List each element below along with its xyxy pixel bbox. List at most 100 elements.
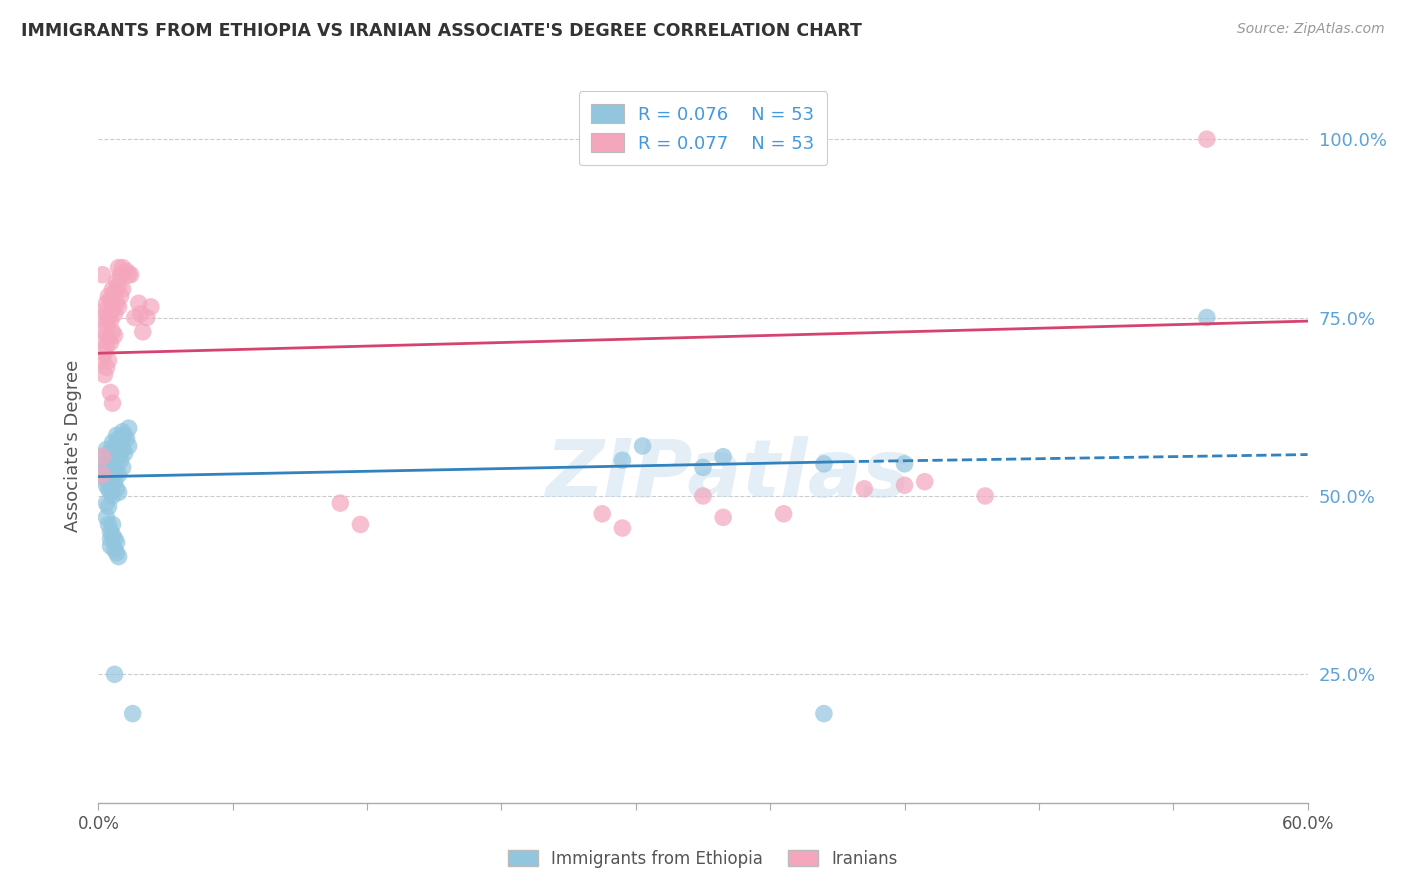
Point [110, 435, 132, 450]
Point [893, 478, 915, 492]
Point [97, 353, 120, 368]
Point [93, 368, 115, 382]
Point [591, 507, 613, 521]
Point [114, 428, 136, 442]
Point [91, 467, 114, 482]
Point [118, 421, 141, 435]
Point [135, 310, 157, 325]
Point [97, 332, 120, 346]
Point [129, 307, 152, 321]
Point [100, 539, 122, 553]
Text: ZIPatlas: ZIPatlas [544, 435, 910, 514]
Point [1195, 132, 1218, 146]
Point [101, 517, 124, 532]
Point [105, 464, 128, 478]
Point [93, 325, 115, 339]
Point [93, 457, 115, 471]
Point [121, 706, 143, 721]
Point [115, 264, 138, 278]
Point [110, 453, 132, 467]
Point [91, 332, 114, 346]
Point [105, 535, 128, 549]
Point [813, 457, 835, 471]
Point [974, 489, 997, 503]
Point [96, 460, 118, 475]
Point [110, 289, 132, 303]
Point [96, 339, 118, 353]
Point [853, 482, 876, 496]
Point [97, 500, 120, 514]
Point [1195, 310, 1218, 325]
Point [101, 453, 124, 467]
Point [100, 450, 122, 464]
Point [103, 439, 125, 453]
Point [107, 278, 129, 293]
Point [120, 268, 142, 282]
Point [103, 667, 125, 681]
Point [631, 439, 654, 453]
Point [100, 485, 122, 500]
Point [91, 450, 114, 464]
Point [103, 285, 125, 300]
Point [93, 464, 115, 478]
Point [110, 268, 132, 282]
Point [97, 446, 120, 460]
Point [101, 528, 124, 542]
Text: IMMIGRANTS FROM ETHIOPIA VS IRANIAN ASSOCIATE'S DEGREE CORRELATION CHART: IMMIGRANTS FROM ETHIOPIA VS IRANIAN ASSO… [21, 22, 862, 40]
Point [100, 314, 122, 328]
Point [914, 475, 936, 489]
Point [103, 532, 125, 546]
Point [107, 432, 129, 446]
Point [105, 546, 128, 560]
Point [93, 303, 115, 318]
Point [813, 706, 835, 721]
Point [91, 310, 114, 325]
Point [105, 275, 128, 289]
Point [107, 300, 129, 314]
Point [329, 496, 352, 510]
Point [349, 517, 371, 532]
Point [100, 532, 122, 546]
Point [612, 453, 634, 467]
Point [612, 521, 634, 535]
Point [711, 450, 734, 464]
Point [103, 307, 125, 321]
Point [692, 489, 714, 503]
Point [103, 542, 125, 557]
Point [692, 460, 714, 475]
Point [101, 396, 124, 410]
Point [103, 475, 125, 489]
Point [111, 425, 134, 439]
Point [101, 435, 124, 450]
Y-axis label: Associate's Degree: Associate's Degree [63, 359, 82, 533]
Legend: R = 0.076    N = 53, R = 0.077    N = 53: R = 0.076 N = 53, R = 0.077 N = 53 [579, 91, 827, 165]
Point [105, 446, 128, 460]
Point [101, 489, 124, 503]
Point [118, 439, 141, 453]
Point [100, 467, 122, 482]
Point [115, 432, 138, 446]
Point [772, 507, 794, 521]
Point [91, 353, 114, 368]
Point [96, 496, 118, 510]
Point [103, 457, 125, 471]
Point [105, 428, 128, 442]
Point [97, 289, 120, 303]
Point [107, 450, 129, 464]
Point [711, 510, 734, 524]
Point [97, 517, 120, 532]
Point [97, 482, 120, 496]
Point [91, 450, 114, 464]
Point [101, 471, 124, 485]
Point [107, 467, 129, 482]
Point [100, 385, 122, 400]
Point [96, 442, 118, 457]
Point [107, 260, 129, 275]
Point [96, 296, 118, 310]
Point [100, 335, 122, 350]
Point [91, 268, 114, 282]
Point [111, 260, 134, 275]
Point [132, 325, 155, 339]
Point [105, 296, 128, 310]
Point [139, 300, 162, 314]
